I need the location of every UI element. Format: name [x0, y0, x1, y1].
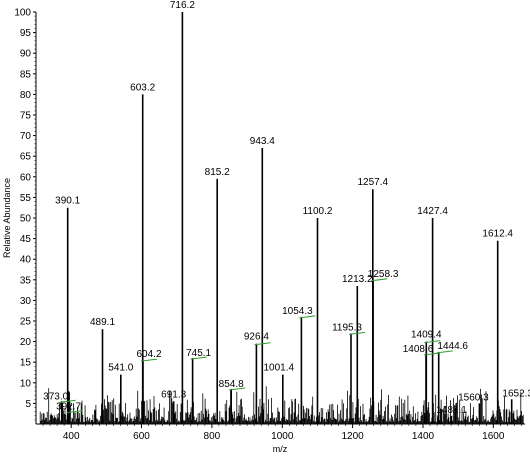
label-leader	[190, 356, 207, 360]
peak-label: 1001.4	[264, 363, 295, 374]
peak-label: 373.0	[43, 391, 68, 402]
peak-label: 1195.3	[332, 322, 362, 333]
label-leader	[66, 410, 83, 414]
peak-label: 489.1	[90, 317, 115, 328]
x-tick-label: 400	[63, 431, 80, 442]
y-tick-label: 100	[14, 8, 31, 19]
x-tick-label: 1000	[271, 431, 294, 442]
y-tick-label: 75	[20, 111, 32, 122]
label-leader	[140, 358, 158, 362]
peak-label: 1612.4	[482, 229, 513, 240]
peak-label: 926.4	[244, 332, 269, 343]
peak-label: 541.0	[108, 363, 133, 374]
y-tick-label: 65	[20, 152, 32, 163]
peak-label: 1213.2	[342, 274, 373, 285]
y-tick-label: 90	[20, 49, 32, 60]
y-tick-label: 5	[25, 399, 31, 410]
peak-label: 1444.6	[437, 341, 468, 352]
y-tick-label: 15	[20, 358, 32, 369]
y-tick-label: 85	[20, 69, 32, 80]
peak-label: 691.3	[161, 389, 186, 400]
y-tick-label: 55	[20, 193, 32, 204]
y-tick-label: 45	[20, 234, 32, 245]
label-leader	[348, 331, 366, 335]
peak-labels-layer: 373.0 390.1 392.7 489.1 541.0 603.2 604.2 691.3…	[43, 0, 530, 416]
peaks-layer	[60, 12, 513, 424]
x-tick-label: 600	[133, 431, 150, 442]
x-tick-label: 1200	[341, 431, 364, 442]
label-leader	[423, 352, 441, 356]
y-tick-label: 95	[20, 28, 32, 39]
label-leader	[254, 342, 271, 346]
label-leader	[436, 350, 453, 354]
peak-label: 1481.1	[436, 405, 467, 416]
noise-layer	[39, 386, 524, 424]
x-axis-title: m/z	[273, 444, 288, 454]
annotation-layer	[59, 278, 453, 414]
peak-label: 854.8	[219, 379, 244, 390]
peak-label: 1100.2	[303, 206, 333, 217]
y-tick-label: 60	[20, 172, 32, 183]
peak-label: 603.2	[130, 82, 155, 93]
y-tick-label: 70	[20, 131, 32, 142]
x-tick-label: 1400	[412, 431, 435, 442]
label-leader	[299, 315, 316, 319]
peak-label: 604.2	[136, 349, 161, 360]
peak-label: 1257.4	[358, 177, 389, 188]
label-leader	[371, 278, 388, 282]
peak-label: 745.1	[186, 348, 211, 359]
peak-label: 392.7	[56, 402, 81, 413]
y-tick-label: 40	[20, 255, 32, 266]
peak-label: 1427.4	[417, 206, 448, 217]
peak-label: 1560.3	[458, 392, 489, 403]
peak-label: 1258.3	[368, 269, 399, 280]
peak-label: 815.2	[205, 167, 230, 178]
peak-label: 716.2	[170, 0, 195, 11]
y-tick-label: 35	[20, 275, 32, 286]
peak-label: 390.1	[55, 196, 80, 207]
y-tick-label: 50	[20, 214, 32, 225]
x-tick-label: 800	[204, 431, 221, 442]
ticks-layer: 5 10 15 20 25 30 35 40 45 50 55 60 65 70 75 80 85 90 95 100…	[14, 8, 522, 442]
peak-label: 1409.4	[411, 330, 442, 341]
y-tick-label: 30	[20, 296, 32, 307]
peak-label: 943.4	[250, 136, 275, 147]
peak-label: 1652.3	[502, 388, 530, 399]
x-tick-label: 1600	[482, 431, 505, 442]
y-tick-label: 20	[20, 337, 32, 348]
y-tick-label: 10	[20, 378, 32, 389]
y-tick-label: 25	[20, 317, 32, 328]
y-tick-label: 80	[20, 90, 32, 101]
peak-label: 1408.6	[403, 344, 434, 355]
label-leader	[424, 340, 441, 344]
label-leader	[59, 399, 76, 403]
peak-label: 1054.3	[282, 306, 313, 317]
label-leader	[229, 387, 246, 391]
y-axis-title: Relative Abundance	[2, 178, 12, 258]
